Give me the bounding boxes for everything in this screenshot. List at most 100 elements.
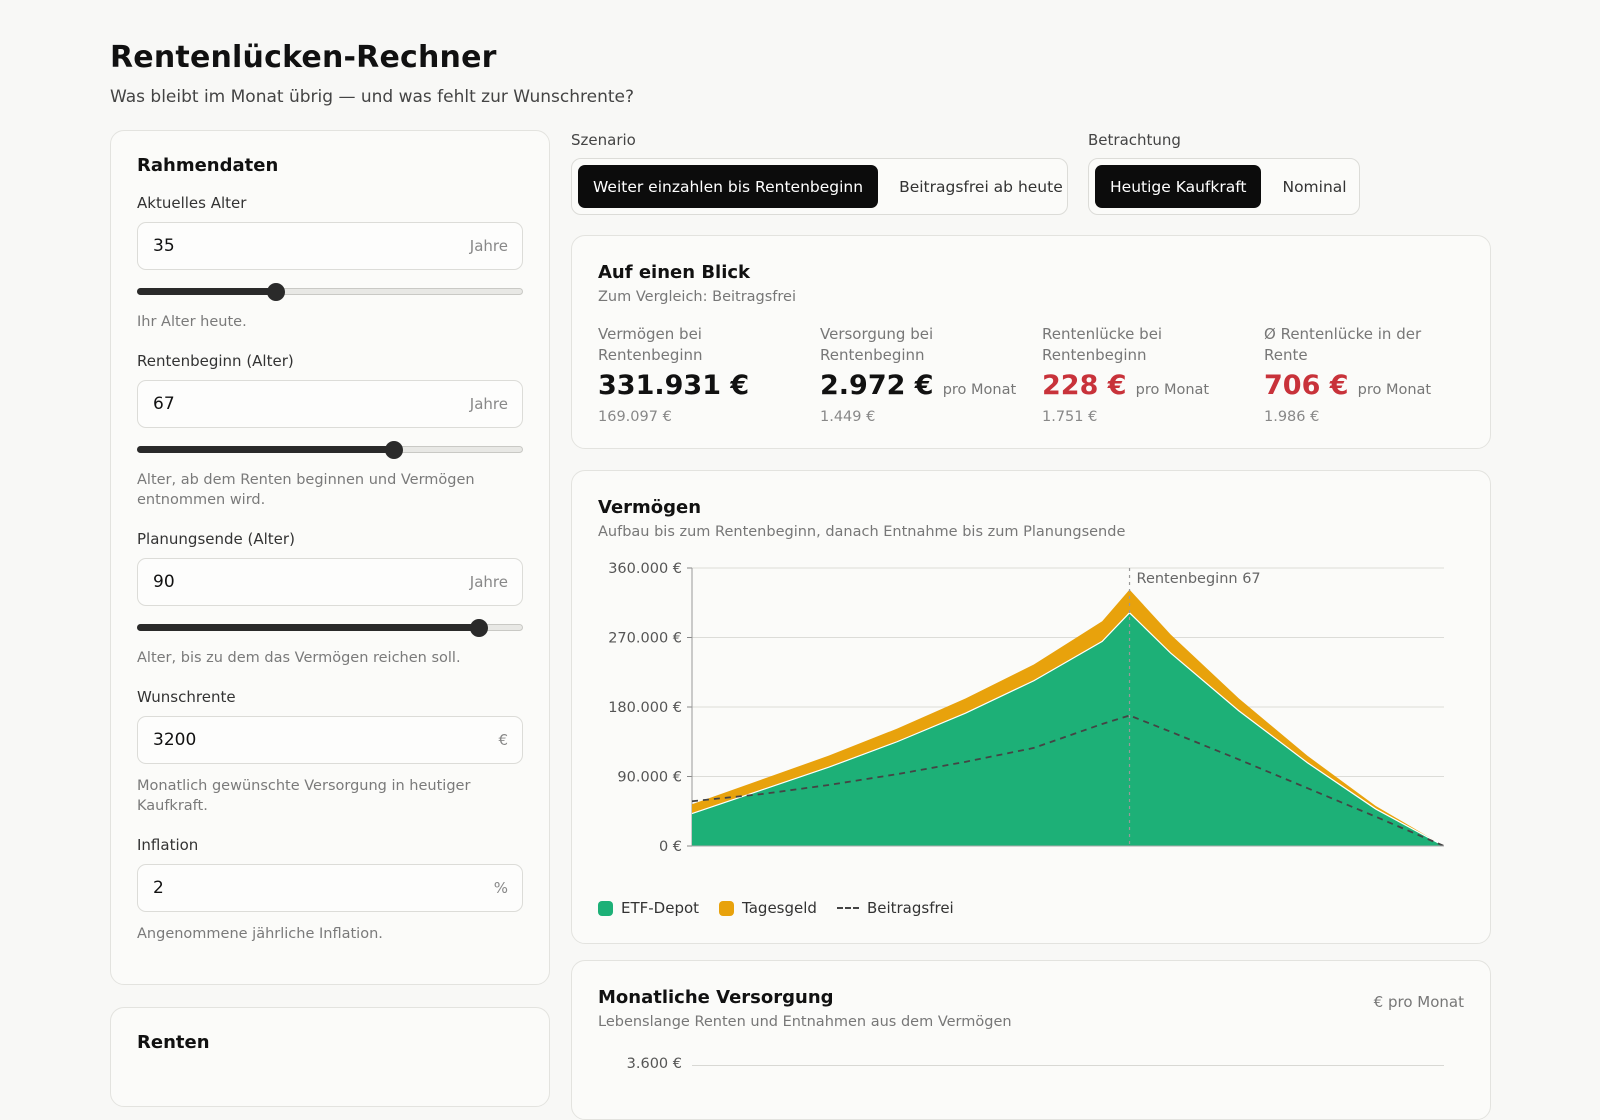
rahmendaten-panel: Rahmendaten Aktuelles Alter Jahre Ihr Al… [110,130,550,985]
planning-end-help: Alter, bis zu dem das Vermögen reichen s… [137,650,461,666]
desired-pension-field[interactable]: € [137,716,523,764]
kpi-unit: pro Monat [1135,382,1210,398]
scenario-label: Szenario [571,131,636,149]
page-subtitle: Was bleibt im Monat übrig — und was fehl… [110,87,635,107]
slider-thumb[interactable] [469,619,488,637]
kpi-value: 228 € [1042,370,1127,401]
kpi-compare: 1.751 € [1042,409,1098,425]
inflation-input[interactable] [153,865,453,911]
desired-pension-group: Wunschrente € Monatlich gewünschte Verso… [137,688,523,816]
kpi-value: 706 € [1264,370,1349,401]
etf-area [692,612,1444,846]
kpi-label: Versorgung bei Rentenbeginn [820,325,934,364]
legend-dash-beitragsfrei [836,907,859,909]
view-option-purchasing-power[interactable]: Heutige Kaufkraft [1095,165,1262,208]
monthly-chart-gridline [692,1065,1444,1066]
page-title: Rentenlücken-Rechner [110,40,497,75]
age-field[interactable]: Jahre [137,222,523,270]
kpi-label: Ø Rentenlücke in der Rente [1264,325,1422,364]
y-tick-label: 180.000 € [608,700,682,716]
desired-pension-input[interactable] [153,717,453,763]
retirement-input[interactable] [153,381,453,427]
desired-pension-label: Wunschrente [137,688,236,706]
slider-fill [137,624,479,631]
view-toggle: Heutige Kaufkraft Nominal [1088,158,1360,215]
view-label: Betrachtung [1088,131,1181,149]
wealth-chart: 0 € 90.000 € 180.000 € 270.000 € 360.000 € Re… [608,561,1445,855]
inflation-unit: % [493,879,508,897]
legend-swatch-etf [598,900,613,916]
kpi-value-row: 2.972 € pro Monat [820,370,1020,401]
legend-item-etf: ETF-Depot [598,899,699,917]
age-group: Aktuelles Alter Jahre Ihr Alter heute. [137,194,523,332]
kpi-value-row: 331.931 € [598,370,798,401]
kpi-supply: Versorgung bei Rentenbeginn 2.972 € pro … [820,324,1020,425]
page-header: Rentenlücken-Rechner Was bleibt im Monat… [110,40,634,107]
age-slider[interactable] [137,283,523,301]
wealth-chart-header: Vermögen Aufbau bis zum Rentenbeginn, da… [598,497,1464,540]
kpi-gap-start: Rentenlücke bei Rentenbeginn 228 € pro M… [1042,324,1242,425]
view-option-nominal[interactable]: Nominal [1282,177,1347,196]
planning-end-group: Planungsende (Alter) Jahre Alter, bis zu… [137,530,523,668]
summary-subtitle: Zum Vergleich: Beitragsfrei [598,289,797,305]
inflation-group: Inflation % Angenommene jährliche Inflat… [137,836,523,944]
y-tick-label: 90.000 € [617,770,682,786]
renten-title: Renten [137,1032,210,1053]
planning-end-slider[interactable] [137,619,523,637]
desired-pension-unit: € [498,731,508,749]
kpi-value-row: 228 € pro Monat [1042,370,1242,401]
beitragsfrei-line [691,714,1445,847]
kpi-wealth: Vermögen bei Rentenbeginn 331.931 € 169.… [598,324,798,425]
wealth-chart-legend: ETF-Depot Tagesgeld Beitragsfrei [598,899,974,917]
retirement-field[interactable]: Jahre [137,380,523,428]
inflation-label: Inflation [137,836,199,854]
inflation-field[interactable]: % [137,864,523,912]
kpi-compare: 1.449 € [820,409,876,425]
wealth-chart-subtitle: Aufbau bis zum Rentenbeginn, danach Entn… [598,524,1126,540]
monthly-chart-subtitle: Lebenslange Renten und Entnahmen aus dem… [598,1014,1012,1030]
kpi-unit: pro Monat [942,382,1017,398]
retirement-marker-label: Rentenbeginn 67 [1137,571,1261,587]
planning-end-unit: Jahre [469,573,508,591]
kpi-unit: pro Monat [1357,382,1432,398]
kpi-value-row: 706 € pro Monat [1264,370,1464,401]
kpi-value: 331.931 € [598,370,750,401]
age-unit: Jahre [469,237,508,255]
y-tick-label: 270.000 € [608,631,682,647]
kpi-gap-average: Ø Rentenlücke in der Rente 706 € pro Mon… [1264,324,1464,425]
kpi-label: Rentenlücke bei Rentenbeginn [1042,325,1163,364]
y-tick-label: 0 € [659,839,682,855]
wealth-chart-card: 0 € 90.000 € 180.000 € 270.000 € 360.000 € Re… [571,470,1491,944]
age-label: Aktuelles Alter [137,194,247,212]
retirement-help: Alter, ab dem Renten beginnen und Vermög… [137,472,475,508]
scenario-option-continue[interactable]: Weiter einzahlen bis Rentenbeginn [578,165,879,208]
y-tick-label: 360.000 € [608,561,682,577]
etf-boundary-line [691,611,1445,847]
kpi-value: 2.972 € [820,370,934,401]
planning-end-label: Planungsende (Alter) [137,530,295,548]
planning-end-input[interactable] [153,559,453,605]
legend-swatch-tagesgeld [719,900,735,916]
legend-label-etf: ETF-Depot [621,899,700,917]
scenario-option-paid-up[interactable]: Beitragsfrei ab heute [899,177,1063,196]
kpi-label: Vermögen bei Rentenbeginn [598,325,703,364]
kpi-compare: 169.097 € [598,409,672,425]
slider-thumb[interactable] [384,441,403,459]
retirement-group: Rentenbeginn (Alter) Jahre Alter, ab dem… [137,352,523,510]
renten-panel: Renten [110,1007,550,1107]
planning-end-field[interactable]: Jahre [137,558,523,606]
retirement-slider[interactable] [137,441,523,459]
slider-fill [137,288,276,295]
summary-title: Auf einen Blick [598,262,751,283]
monthly-chart-ytick: 3.600 € [626,1056,682,1072]
legend-label-tagesgeld: Tagesgeld [742,899,817,917]
age-help: Ihr Alter heute. [137,314,247,330]
monthly-chart-title: Monatliche Versorgung [598,987,834,1008]
slider-thumb[interactable] [266,283,285,301]
inflation-help: Angenommene jährliche Inflation. [137,926,383,942]
retirement-label: Rentenbeginn (Alter) [137,352,294,370]
age-input[interactable] [153,223,453,269]
slider-fill [137,446,394,453]
legend-item-tagesgeld: Tagesgeld [719,899,817,917]
legend-label-beitragsfrei: Beitragsfrei [866,899,954,917]
